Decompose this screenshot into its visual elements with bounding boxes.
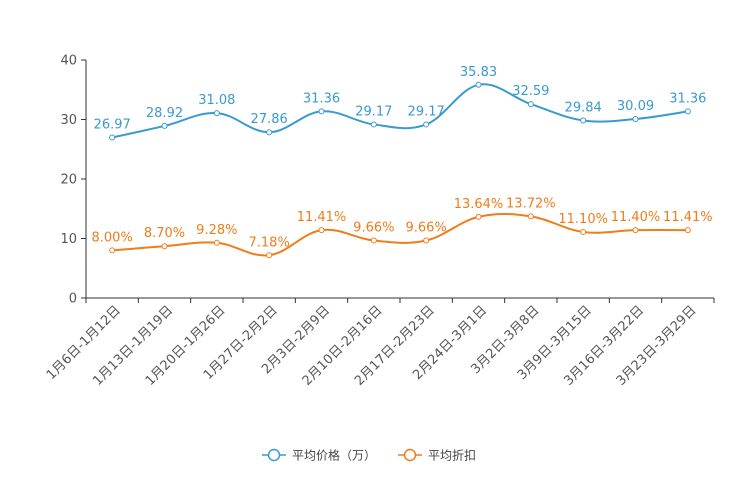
legend: 平均价格（万） 平均折扣 [262, 448, 476, 463]
data-point [632, 115, 639, 122]
data-point [161, 243, 168, 250]
data-point [527, 213, 534, 220]
data-label: 31.08 [198, 93, 235, 108]
y-tick-label: 20 [60, 173, 77, 188]
data-label: 11.41% [297, 210, 347, 225]
y-tick-label: 30 [60, 113, 77, 128]
data-label: 8.70% [144, 226, 185, 241]
data-point [475, 213, 482, 220]
data-point [109, 134, 116, 141]
data-point [370, 237, 377, 244]
data-point [161, 122, 168, 129]
data-label: 32.59 [512, 84, 549, 99]
data-label: 31.36 [669, 91, 706, 106]
data-point [213, 110, 220, 117]
data-label: 8.00% [92, 230, 133, 245]
series-line-0 [111, 83, 688, 139]
data-point [318, 108, 325, 115]
y-tick-label: 10 [60, 232, 77, 247]
data-point [580, 228, 587, 235]
data-point [684, 227, 691, 234]
data-point [266, 252, 273, 259]
data-label: 9.66% [353, 221, 394, 236]
series-line-1 [112, 212, 688, 257]
data-label: 9.66% [406, 221, 447, 236]
data-point [370, 121, 377, 128]
legend-marker-icon [267, 448, 281, 462]
legend-label[interactable]: 平均价格（万） [292, 448, 376, 463]
data-label: 31.36 [303, 91, 340, 106]
data-label: 29.17 [355, 104, 392, 119]
data-label: 13.72% [506, 196, 556, 211]
data-point [684, 108, 691, 115]
data-label: 30.09 [617, 99, 654, 114]
data-label: 35.83 [460, 65, 497, 80]
data-point [475, 81, 482, 88]
data-label: 9.28% [196, 223, 237, 238]
y-tick-label: 0 [69, 292, 77, 307]
data-point [318, 227, 325, 234]
data-point [580, 117, 587, 124]
data-point [423, 237, 430, 244]
legend-marker-icon [403, 448, 417, 462]
data-label: 29.17 [408, 104, 445, 119]
data-label: 7.18% [249, 235, 290, 250]
data-label: 28.92 [146, 106, 183, 121]
data-label: 29.84 [565, 100, 602, 115]
data-label: 13.64% [454, 197, 504, 212]
data-label: 11.10% [558, 212, 608, 227]
data-point [527, 101, 534, 108]
data-label: 11.40% [611, 210, 661, 225]
data-point [213, 239, 220, 246]
data-point [109, 247, 116, 254]
data-point [423, 121, 430, 128]
data-point [266, 129, 273, 136]
data-label: 26.97 [94, 118, 131, 133]
legend-label[interactable]: 平均折扣 [428, 448, 476, 463]
data-label: 27.86 [251, 112, 288, 127]
data-point [632, 227, 639, 234]
y-tick-label: 40 [60, 54, 77, 69]
data-label: 11.41% [663, 210, 713, 225]
